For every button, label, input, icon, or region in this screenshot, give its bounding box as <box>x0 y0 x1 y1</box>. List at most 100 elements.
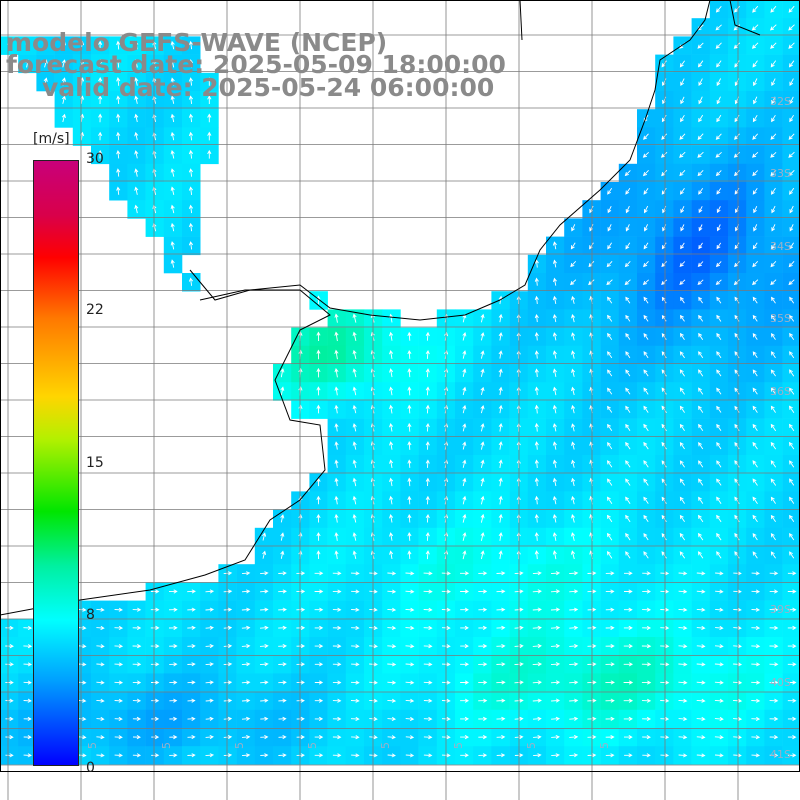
wind-arrow <box>643 423 649 432</box>
wind-arrow <box>643 369 649 377</box>
wind-arrow <box>734 296 740 304</box>
wind-arrow <box>732 680 743 685</box>
wind-arrow <box>698 242 703 250</box>
wind-arrow <box>643 260 649 268</box>
wind-arrow <box>314 716 324 721</box>
wind-arrow <box>696 589 706 594</box>
wind-arrow <box>134 186 139 195</box>
wind-arrow <box>187 680 196 685</box>
wind-arrow <box>460 680 470 685</box>
wind-arrow <box>425 422 430 432</box>
wind-arrow <box>625 532 631 541</box>
wind-arrow <box>223 680 233 685</box>
wind-arrow <box>205 589 215 594</box>
wind-arrow <box>642 279 649 286</box>
wind-arrow <box>661 387 667 395</box>
wind-arrow <box>769 607 779 612</box>
wind-arrow <box>734 551 740 559</box>
wind-arrow <box>478 625 488 630</box>
colorbar-tick-30: 30 <box>86 151 104 167</box>
wind-arrow <box>678 698 688 703</box>
wind-arrow <box>734 405 740 413</box>
wind-arrow <box>679 351 685 359</box>
wind-arrow <box>625 224 630 232</box>
wind-arrow <box>605 607 615 612</box>
wind-arrow <box>769 680 779 685</box>
wind-arrow <box>478 734 488 740</box>
wind-arrow <box>641 644 652 649</box>
wind-arrow <box>607 314 613 322</box>
wind-arrow <box>660 662 670 667</box>
wind-arrow <box>788 441 795 450</box>
wind-arrow <box>552 423 557 432</box>
wind-arrow <box>733 716 743 722</box>
wind-arrow <box>787 644 797 649</box>
wind-arrow <box>571 295 576 304</box>
wind-arrow <box>151 753 160 758</box>
wind-arrow <box>98 95 103 105</box>
wind-arrow <box>733 644 742 649</box>
wind-arrow <box>789 96 794 105</box>
wind-arrow <box>207 131 212 141</box>
wind-arrow <box>716 460 722 468</box>
wind-arrow <box>61 113 66 123</box>
wind-arrow <box>278 753 287 758</box>
wind-arrow <box>734 133 740 140</box>
wind-arrow <box>587 607 597 612</box>
wind-arrow <box>751 625 761 631</box>
wind-arrow <box>643 242 649 250</box>
wind-arrow <box>715 625 724 631</box>
wind-arrow <box>43 77 48 86</box>
wind-arrow <box>552 295 557 304</box>
wind-arrow <box>569 643 579 649</box>
wind-arrow <box>534 513 539 523</box>
wind-arrow <box>680 296 685 304</box>
wind-arrow <box>678 644 688 649</box>
wind-arrow <box>188 186 194 195</box>
wind-arrow <box>679 133 686 140</box>
wind-arrow <box>188 277 194 286</box>
wind-arrow <box>350 698 360 703</box>
wind-arrow <box>132 644 142 649</box>
wind-arrow <box>460 698 470 703</box>
wind-arrow <box>96 607 105 612</box>
wind-arrow <box>260 716 269 721</box>
wind-arrow <box>480 513 485 523</box>
wind-arrow <box>696 571 706 576</box>
wind-arrow <box>642 625 652 630</box>
wind-arrow <box>316 367 321 378</box>
wind-arrow <box>789 187 795 195</box>
wind-arrow <box>78 644 87 649</box>
wind-arrow <box>606 532 613 541</box>
wind-arrow <box>661 187 667 195</box>
wind-arrow <box>714 644 724 649</box>
wind-arrow <box>423 680 433 685</box>
wind-arrow <box>733 571 742 576</box>
wind-arrow <box>587 643 597 649</box>
wind-arrow <box>752 260 759 268</box>
wind-arrow <box>498 368 503 377</box>
wind-arrow <box>570 260 577 268</box>
wind-arrow <box>753 224 758 232</box>
wind-arrow <box>698 442 704 450</box>
wind-arrow <box>480 404 485 414</box>
wind-arrow <box>661 314 667 322</box>
wind-arrow <box>260 680 269 685</box>
wind-arrow <box>5 625 14 630</box>
wind-arrow <box>480 459 485 468</box>
wind-arrow <box>752 314 758 322</box>
wind-arrow <box>716 405 722 413</box>
wind-arrow <box>534 259 539 268</box>
wind-arrow <box>571 441 576 450</box>
wind-arrow <box>787 625 797 630</box>
wind-arrow <box>734 478 740 486</box>
wind-arrow <box>714 753 724 758</box>
wind-arrow <box>715 571 724 576</box>
wind-arrow <box>351 644 360 649</box>
wind-arrow <box>679 387 685 395</box>
wind-arrow <box>679 369 685 377</box>
wind-arrow <box>789 78 794 87</box>
wind-arrow <box>223 662 233 667</box>
wind-arrow <box>716 78 722 87</box>
